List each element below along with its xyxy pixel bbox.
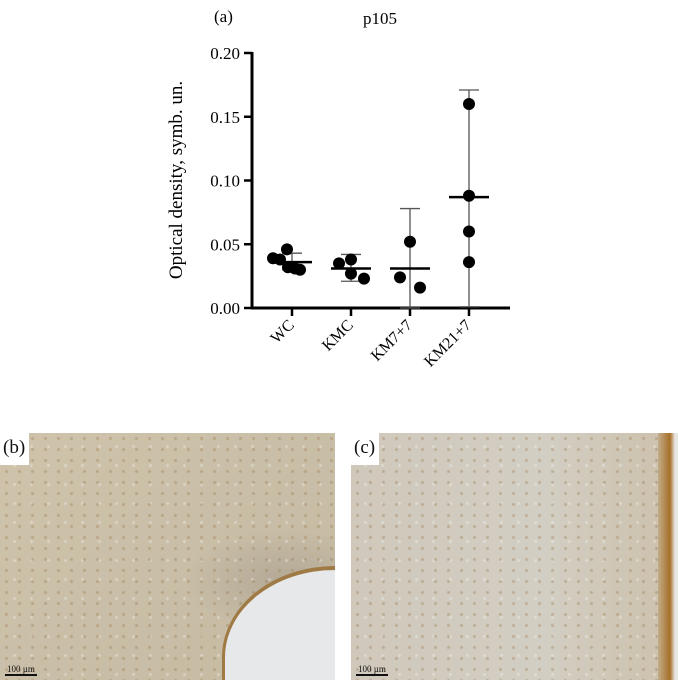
scale-bar: 100 µm <box>5 664 37 676</box>
micrograph-c: (c) 100 µm <box>351 433 678 680</box>
x-tick-label: KMC <box>319 317 357 355</box>
scale-bar: 100 µm <box>356 664 388 676</box>
chart-title: p105 <box>363 9 397 28</box>
x-tick-label: WC <box>268 317 298 347</box>
data-point <box>463 189 475 202</box>
y-tick-label: 0.20 <box>210 44 240 63</box>
data-point <box>345 253 357 266</box>
data-point <box>463 98 475 110</box>
tissue-edge <box>658 433 678 680</box>
data-point <box>394 271 406 284</box>
y-tick-label: 0.10 <box>210 172 240 191</box>
data-point <box>463 256 475 269</box>
dot-plot-chart: (a) p105 Optical density, symb. un. 0.00… <box>166 7 510 371</box>
data-point <box>463 225 475 238</box>
data-point <box>294 263 306 276</box>
y-tick-label: 0.00 <box>210 299 240 318</box>
data-point <box>345 267 357 280</box>
micrograph-b: (b) 100 µm <box>0 433 335 680</box>
data-point <box>333 257 345 270</box>
data-point <box>404 235 416 248</box>
data-point <box>281 243 293 256</box>
data-point <box>358 272 370 285</box>
x-tick-label: KM21+7 <box>421 317 475 371</box>
tissue-texture <box>351 433 678 680</box>
y-tick-label: 0.05 <box>210 235 240 254</box>
x-tick-label: KM7+7 <box>368 317 416 365</box>
y-tick-label: 0.15 <box>210 108 240 127</box>
y-axis-label: Optical density, symb. un. <box>166 81 187 279</box>
data-point <box>414 281 426 294</box>
panel-label-a: (a) <box>214 7 233 26</box>
panel-label-b: (b) <box>0 433 30 465</box>
panel-label-c: (c) <box>351 433 380 465</box>
